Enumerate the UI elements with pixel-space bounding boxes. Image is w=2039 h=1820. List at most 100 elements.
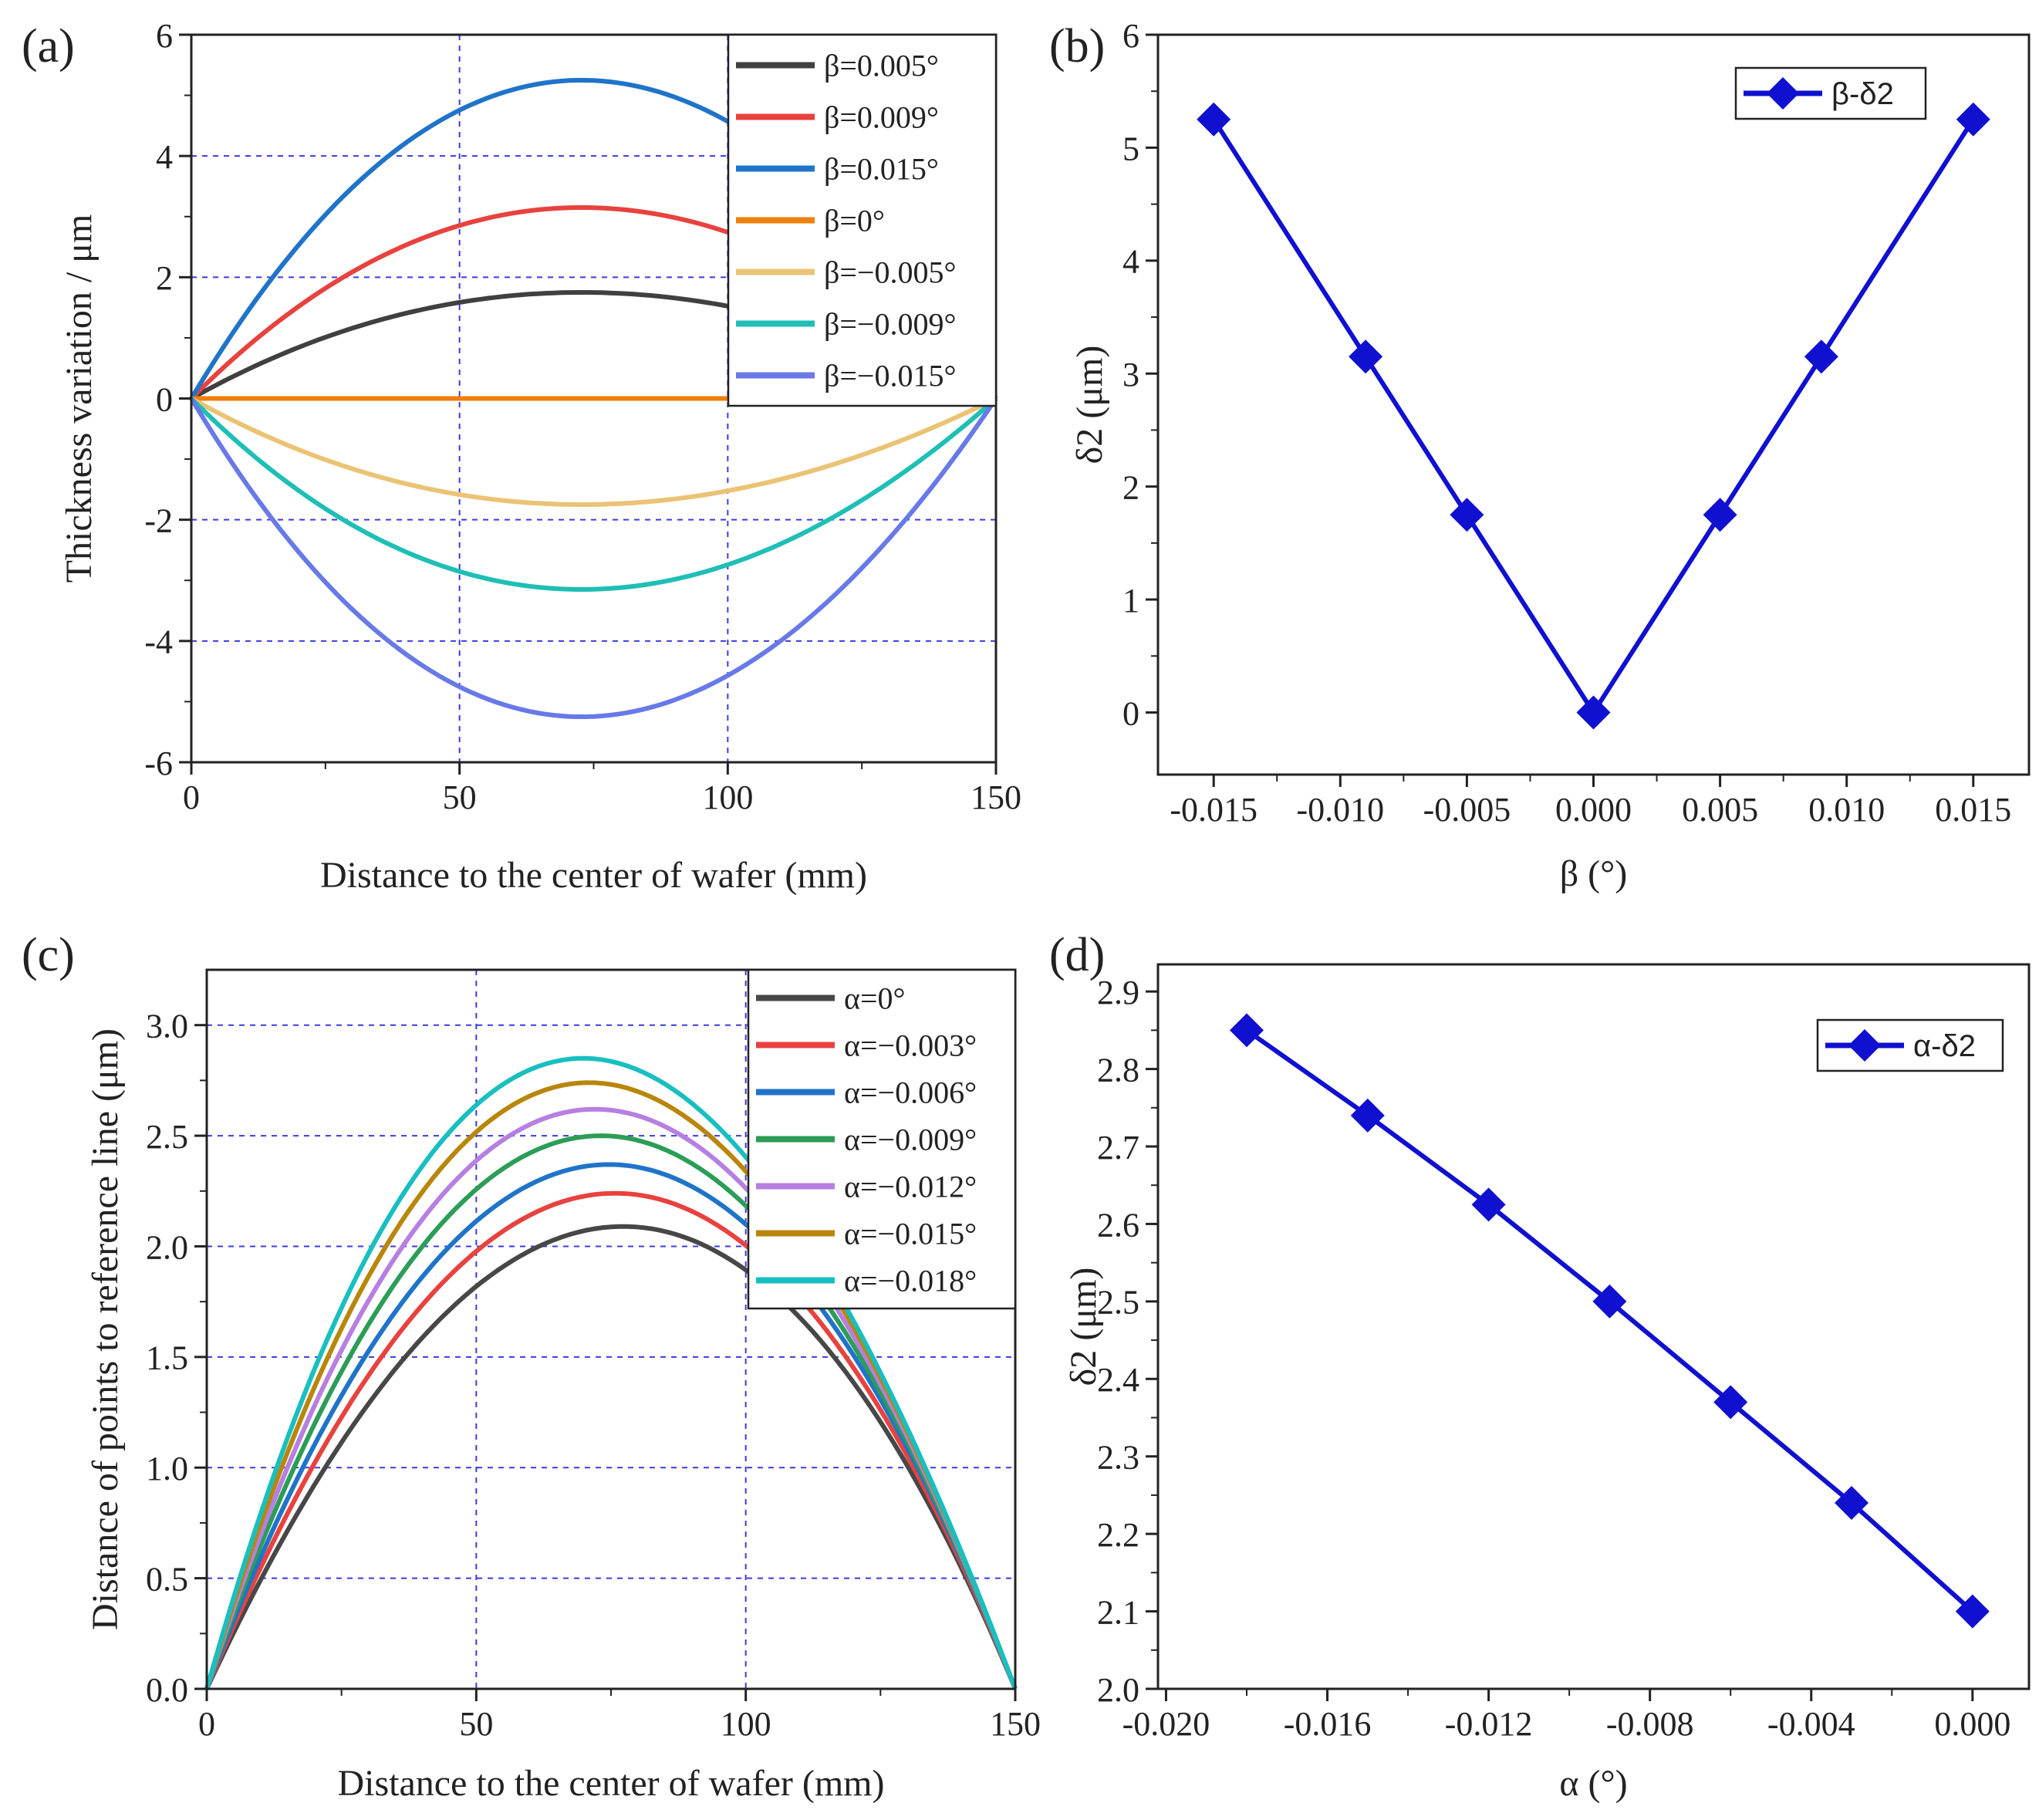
x-tick-label: 0.000 xyxy=(1934,1705,2010,1743)
legend-label: β=−0.005° xyxy=(824,255,956,290)
panel-label-a: (a) xyxy=(22,20,75,73)
y-tick-label: 2.5 xyxy=(146,1118,188,1156)
data-point-marker xyxy=(1955,1594,1990,1629)
legend-marker xyxy=(1848,1029,1881,1062)
y-tick-label: 2.8 xyxy=(1097,1051,1139,1089)
y-tick-label: 2.6 xyxy=(1097,1206,1139,1244)
x-tick-label: 0.005 xyxy=(1682,791,1758,829)
x-tick-label: 0 xyxy=(198,1705,215,1743)
x-tick-label: -0.020 xyxy=(1122,1705,1210,1743)
panel-label-b: (b) xyxy=(1049,20,1105,73)
data-point-marker xyxy=(1350,1098,1385,1133)
y-tick-label: 6 xyxy=(1122,17,1139,55)
y-tick-label: -4 xyxy=(144,623,173,661)
x-axis-title: β (°) xyxy=(1560,853,1628,894)
data-point-marker xyxy=(1471,1187,1506,1222)
x-tick-label: 0 xyxy=(183,778,200,816)
y-tick-label: 4 xyxy=(1122,243,1139,281)
y-tick-label: 3.0 xyxy=(146,1008,188,1045)
data-point-marker xyxy=(1229,1013,1264,1048)
x-tick-label: 0.010 xyxy=(1808,791,1885,829)
data-point-marker xyxy=(1576,695,1611,730)
legend-label: β=0° xyxy=(824,204,885,238)
y-tick-label: 2 xyxy=(156,259,173,297)
x-axis-title: Distance to the center of wafer (mm) xyxy=(337,1763,884,1804)
y-tick-label: 1.5 xyxy=(146,1339,188,1377)
x-tick-label: 150 xyxy=(971,778,1021,816)
y-tick-label: 2.9 xyxy=(1097,974,1139,1011)
legend-label: α-δ2 xyxy=(1913,1029,1976,1063)
x-axis-title: α (°) xyxy=(1559,1763,1627,1804)
data-point-marker xyxy=(1592,1284,1627,1319)
legend-label: α=−0.009° xyxy=(844,1123,977,1157)
y-tick-label: 5 xyxy=(1122,130,1139,167)
data-point-marker xyxy=(1713,1385,1748,1420)
y-tick-label: 2.2 xyxy=(1097,1516,1139,1554)
y-tick-label: 2.4 xyxy=(1097,1361,1139,1399)
x-tick-label: 100 xyxy=(721,1705,771,1743)
x-tick-label: -0.010 xyxy=(1296,791,1384,829)
series-line xyxy=(204,1055,1018,1690)
y-tick-label: 0 xyxy=(156,380,173,418)
y-axis-title: Distance of points to reference line (μm… xyxy=(85,1028,126,1630)
y-tick-label: -6 xyxy=(144,745,173,782)
legend-label: β=−0.009° xyxy=(824,307,956,342)
x-tick-label: -0.015 xyxy=(1170,791,1257,829)
x-axis-title: Distance to the center of wafer (mm) xyxy=(320,855,867,896)
y-axis-title: Thickness variation / μm xyxy=(59,214,100,583)
data-point-marker xyxy=(1703,498,1737,532)
legend-label: α=−0.018° xyxy=(844,1264,977,1298)
legend-label: β=0.005° xyxy=(824,49,939,83)
series-line xyxy=(189,397,998,592)
y-tick-label: 1 xyxy=(1122,582,1139,620)
legend-label: β=−0.015° xyxy=(824,359,956,393)
y-tick-label: 0 xyxy=(1122,694,1139,732)
x-tick-label: 50 xyxy=(459,1705,493,1743)
panel-c-reference-line-distance-chart: 0 50 100 150 0.0 0.5 1.0 1.5 2.0 2.5 3.0 Distance t… xyxy=(85,968,1041,1804)
y-tick-label: 6 xyxy=(156,17,173,55)
series-line xyxy=(204,1133,1018,1690)
legend-label: α=−0.015° xyxy=(844,1217,977,1251)
x-tick-label: -0.016 xyxy=(1284,1705,1372,1743)
y-tick-label: 2.5 xyxy=(1097,1284,1139,1322)
y-tick-label: -2 xyxy=(144,502,173,540)
series-line xyxy=(204,1190,1018,1690)
legend-label: α=−0.006° xyxy=(844,1075,977,1110)
x-tick-label: -0.008 xyxy=(1606,1705,1694,1743)
panel-label-d: (d) xyxy=(1049,929,1105,981)
series-line xyxy=(204,1162,1018,1690)
y-tick-label: 3 xyxy=(1122,356,1139,393)
legend-label: α=0° xyxy=(844,981,906,1016)
y-axis-title: δ2 (μm) xyxy=(1069,346,1110,464)
series-line xyxy=(204,1106,1018,1690)
y-axis-title: δ2 (μm) xyxy=(1063,1268,1104,1386)
panel-b-beta-delta2-chart: -0.015 -0.010 -0.005 0.000 0.005 0.010 0.015 0 1… xyxy=(1069,17,2031,894)
x-tick-label: -0.012 xyxy=(1445,1705,1533,1743)
x-tick-label: 0.000 xyxy=(1555,791,1632,829)
y-tick-label: 4 xyxy=(156,138,173,176)
data-point-marker xyxy=(1197,102,1231,137)
x-tick-label: 0.015 xyxy=(1935,791,2011,829)
x-tick-label: 50 xyxy=(443,778,477,816)
y-tick-label: 2 xyxy=(1122,468,1139,506)
legend-marker xyxy=(1767,77,1799,110)
panel-d-alpha-delta2-chart: -0.020 -0.016 -0.012 -0.008 -0.004 0.000 2.0 2.… xyxy=(1063,963,2031,1804)
y-tick-label: 0.0 xyxy=(146,1671,188,1709)
data-point-marker xyxy=(1349,339,1383,374)
y-tick-label: 2.1 xyxy=(1097,1593,1139,1631)
plot-frame xyxy=(1156,963,2031,1690)
x-tick-label: -0.005 xyxy=(1423,791,1511,829)
data-point-marker xyxy=(1835,1485,1869,1520)
series-line xyxy=(190,396,998,507)
y-tick-label: 2.7 xyxy=(1097,1129,1139,1167)
panel-label-c: (c) xyxy=(22,929,75,981)
series-line xyxy=(204,1224,1018,1690)
data-point-marker xyxy=(1804,339,1838,374)
x-tick-label: -0.004 xyxy=(1767,1705,1855,1743)
y-tick-label: 2.0 xyxy=(1097,1671,1139,1709)
y-tick-label: 1.0 xyxy=(146,1450,188,1487)
y-tick-label: 2.0 xyxy=(146,1228,188,1266)
y-tick-label: 0.5 xyxy=(146,1560,188,1598)
